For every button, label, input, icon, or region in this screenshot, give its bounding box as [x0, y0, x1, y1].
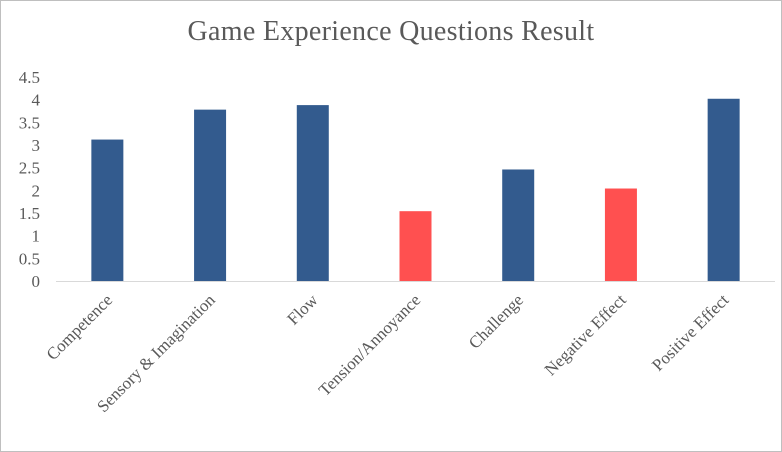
y-tick-label: 0 — [32, 272, 41, 291]
y-axis-ticks: 0 0.5 1 1.5 2 2.5 3 3.5 4 4.5 — [19, 68, 41, 291]
x-tick-label: Positive Effect — [648, 290, 733, 375]
bar — [707, 98, 740, 281]
y-tick-label: 3.5 — [19, 113, 40, 132]
bar — [296, 105, 329, 282]
x-tick-label: Negative Effect — [541, 290, 630, 379]
bar — [91, 139, 124, 281]
y-tick-label: 4 — [32, 91, 41, 110]
y-tick-label: 2.5 — [19, 159, 40, 178]
y-tick-label: 2 — [32, 181, 41, 200]
x-tick-label: Tension/Annoyance — [315, 290, 424, 399]
bar — [502, 169, 535, 281]
x-tick-label: Competence — [43, 290, 117, 364]
x-tick-label: Sensory & Imagination — [93, 290, 219, 416]
y-tick-label: 3 — [32, 136, 41, 155]
bar — [604, 188, 637, 281]
x-tick-label: Challenge — [465, 290, 527, 352]
y-tick-label: 1 — [32, 227, 41, 246]
x-tick-label: Flow — [283, 290, 322, 329]
y-tick-label: 1.5 — [19, 204, 40, 223]
bar — [399, 211, 432, 281]
bars — [91, 98, 740, 282]
y-tick-label: 4.5 — [19, 68, 40, 87]
bar — [194, 109, 227, 281]
y-tick-label: 0.5 — [19, 249, 40, 268]
chart-title: Game Experience Questions Result — [187, 16, 595, 47]
